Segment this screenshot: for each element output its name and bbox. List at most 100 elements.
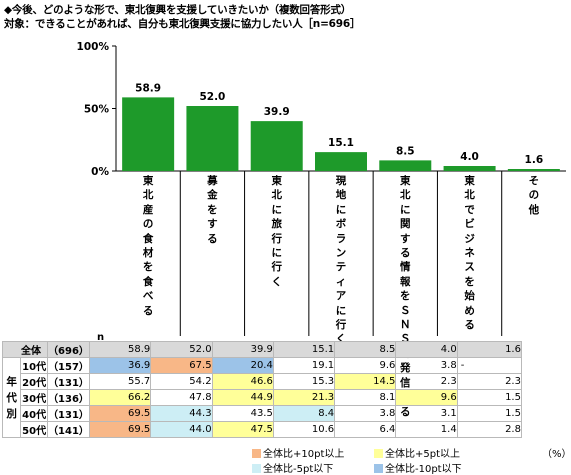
table-cell: 3.8 (395, 357, 458, 374)
row-label: 10代 (20, 357, 48, 374)
table-cell: 6.4 (334, 421, 397, 438)
row-label: 50代 (20, 421, 48, 438)
table-cell: 3.1 (395, 405, 458, 422)
legend-label-hi10: 全体比+10pt以上 (263, 449, 345, 460)
n-column-label: n (97, 332, 105, 343)
legend-label-lo10: 全体比-10pt以下 (385, 464, 462, 475)
row-label: 30代 (20, 389, 48, 406)
bar (315, 152, 367, 171)
table-cell: 39.9 (211, 341, 274, 358)
table-cell: 15.3 (272, 373, 336, 390)
category-label: 東北に旅行に行く (271, 175, 282, 288)
table-cell: 1.5 (456, 389, 522, 406)
table-cell: 47.5 (211, 421, 274, 438)
data-label: 39.9 (264, 106, 290, 118)
table-cell: 46.6 (211, 373, 274, 390)
table-cell: 9.6 (334, 357, 397, 374)
legend-swatch-lo10 (374, 464, 383, 473)
table-cell: 52.0 (150, 341, 213, 358)
row-label: 40代 (20, 405, 48, 422)
legend-item-hi10: 全体比+10pt以上 (252, 445, 344, 460)
category-label: 東北でビジネスを始める (464, 175, 475, 332)
table-cell: 3.8 (334, 405, 397, 422)
table-cell: 58.9 (88, 341, 152, 358)
row-n: （136） (47, 389, 90, 406)
y-tick-label: 100% (77, 41, 110, 53)
row-n: （131） (47, 373, 90, 390)
bar (186, 106, 239, 171)
table-cell: 9.6 (395, 389, 458, 406)
data-label: 4.0 (460, 151, 479, 163)
table-row: 30代 （136） 66.2 47.8 44.9 21.3 8.1 9.6 1.5 (3, 389, 522, 406)
data-label: 1.6 (525, 154, 544, 166)
table-cell: 55.7 (88, 373, 152, 390)
category-label: 東北産の食材を食べる (142, 175, 154, 317)
category-label: 現地にボランティアに行く (335, 175, 347, 346)
row-n: （696） (47, 341, 90, 358)
crosstab-table: 全体 （696） 58.9 52.0 39.9 15.1 8.5 4.0 1.6 年代別 10代 （1… (1, 341, 522, 438)
legend-label-hi5: 全体比+5pt以上 (385, 449, 461, 460)
table-row: 20代 （131） 55.7 54.2 46.6 15.3 14.5 2.3 2.3 (3, 373, 522, 390)
table-cell: 4.0 (395, 341, 458, 358)
table-cell: 20.4 (211, 357, 274, 374)
row-n: （131） (47, 405, 90, 422)
age-group-label: 年代別 (1, 357, 22, 438)
table-cell: 14.5 (334, 373, 397, 390)
data-label: 8.5 (396, 145, 415, 157)
table-cell: 8.5 (334, 341, 397, 358)
table-cell: 43.5 (211, 405, 274, 422)
table-cell: 44.3 (150, 405, 213, 422)
bar (379, 160, 432, 171)
table-cell: 54.2 (150, 373, 213, 390)
table-cell: 2.8 (456, 421, 522, 438)
category-label: 募金をする (207, 175, 218, 245)
bar (507, 169, 560, 171)
data-label: 52.0 (199, 91, 225, 103)
table-cell: 67.5 (150, 357, 213, 374)
table-row: 40代 （131） 69.5 44.3 43.5 8.4 3.8 3.1 1.5 (3, 405, 522, 422)
y-tick-label: 0% (91, 166, 109, 178)
chart-title: ◆今後、どのような形で、東北復興を支援していきたいか（複数回答形式） (4, 4, 352, 16)
row-n: （141） (47, 421, 90, 438)
unit-label: （%） (542, 449, 571, 460)
table-cell: 2.3 (395, 373, 458, 390)
table-cell: 21.3 (272, 389, 336, 406)
row-n: （157） (47, 357, 90, 374)
table-cell: 8.1 (334, 389, 397, 406)
table-cell: - (456, 357, 522, 374)
table-cell: 10.6 (272, 421, 336, 438)
legend-swatch-hi10 (252, 449, 261, 458)
bar-chart: 0% 50% 100% 58.9 52.0 39.9 15.1 8.5 4.0 1.6 (77, 41, 566, 336)
table-cell: 69.5 (88, 421, 152, 438)
table-row: 年代別 10代 （157） 36.9 67.5 20.4 19.1 9.6 3.8- (1, 357, 522, 438)
table-row-total: 全体 （696） 58.9 52.0 39.9 15.1 8.5 4.0 1.6 (2, 341, 522, 358)
bar (122, 97, 175, 171)
table-row: 50代 （141） 69.5 44.0 47.5 10.6 6.4 1.4 2.8 (3, 421, 522, 438)
legend-item-hi5: 全体比+5pt以上 (374, 445, 460, 460)
table-cell: 19.1 (272, 357, 336, 374)
category-label: その他 (528, 175, 540, 216)
row-label: 20代 (20, 373, 48, 390)
table-cell: 8.4 (272, 405, 336, 422)
bar (250, 121, 303, 171)
table-cell: 36.9 (88, 357, 152, 374)
table-cell: 47.8 (150, 389, 213, 406)
table-cell: 1.6 (456, 341, 522, 358)
data-label: 58.9 (135, 82, 161, 94)
legend-swatch-lo5 (252, 464, 261, 473)
bar (443, 166, 496, 171)
table-cell: 44.9 (211, 389, 274, 406)
data-label: 15.1 (328, 137, 354, 149)
legend-item-lo10: 全体比-10pt以下 (374, 460, 462, 475)
table-cell: 2.3 (456, 373, 522, 390)
legend-label-lo5: 全体比-5pt以下 (263, 464, 334, 475)
table-cell: 1.4 (395, 421, 458, 438)
table-cell: 66.2 (88, 389, 152, 406)
legend-item-lo5: 全体比-5pt以下 (252, 460, 333, 475)
chart-subtitle: 対象：できることがあれば、自分も東北復興支援に協力したい人［n=696］ (4, 18, 361, 30)
table-cell: 1.5 (456, 405, 522, 422)
y-tick-label: 50% (84, 104, 110, 116)
table-cell: 69.5 (88, 405, 152, 422)
table-cell: 15.1 (272, 341, 336, 358)
table-cell: 44.0 (150, 421, 213, 438)
